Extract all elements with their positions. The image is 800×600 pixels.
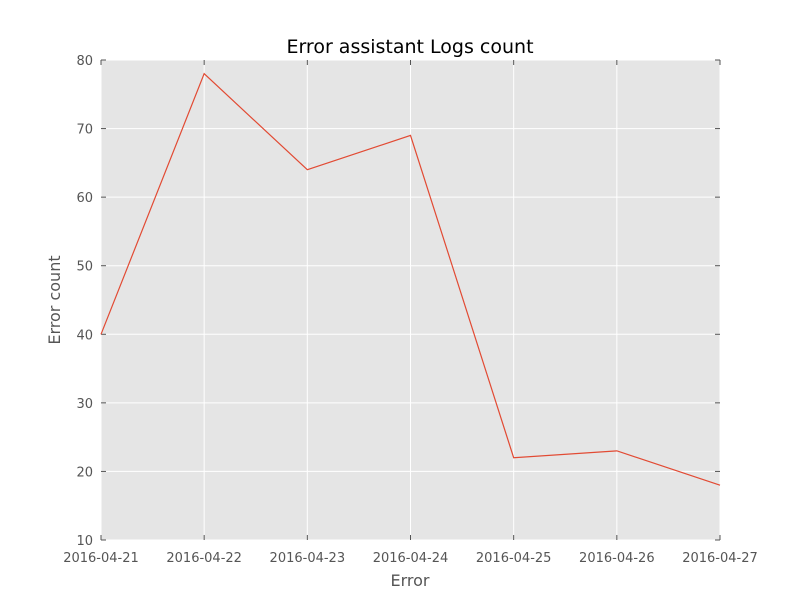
y-tick-label: 10 bbox=[76, 534, 93, 549]
x-tick-label: 2016-04-22 bbox=[166, 551, 242, 566]
chart-title: Error assistant Logs count bbox=[286, 36, 533, 58]
x-tick-label: 2016-04-27 bbox=[682, 551, 758, 566]
x-tick-label: 2016-04-26 bbox=[579, 551, 655, 566]
x-tick-label: 2016-04-25 bbox=[476, 551, 552, 566]
series-line bbox=[100, 72, 721, 486]
y-tick-label: 30 bbox=[76, 397, 93, 412]
axis-ticks bbox=[100, 59, 721, 541]
y-tick-label: 70 bbox=[76, 123, 93, 138]
y-tick-labels: 10 20 30 40 50 60 70 80 bbox=[76, 54, 93, 549]
y-tick-label: 80 bbox=[76, 54, 93, 69]
y-axis-label: Error count bbox=[45, 255, 64, 344]
y-tick-label: 20 bbox=[76, 465, 93, 480]
y-tick-label: 60 bbox=[76, 191, 93, 206]
x-tick-label: 2016-04-23 bbox=[270, 551, 346, 566]
series-layer bbox=[100, 72, 721, 486]
x-tick-label: 2016-04-24 bbox=[373, 551, 449, 566]
x-axis-label: Error bbox=[391, 571, 430, 590]
y-tick-label: 50 bbox=[76, 260, 93, 275]
x-tick-labels: 2016-04-21 2016-04-22 2016-04-23 2016-04-24… bbox=[63, 551, 758, 566]
x-tick-label: 2016-04-21 bbox=[63, 551, 139, 566]
y-tick-label: 40 bbox=[76, 328, 93, 343]
